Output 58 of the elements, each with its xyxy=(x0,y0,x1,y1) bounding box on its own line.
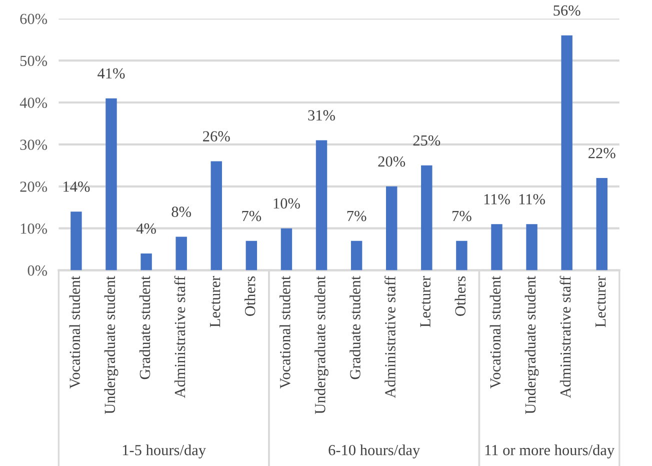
x-tick-label: Others xyxy=(244,276,256,316)
x-tick-label: Vocational student xyxy=(280,276,290,389)
x-tick-label: Undergraduate student xyxy=(524,276,539,414)
bar xyxy=(106,98,117,270)
bar xyxy=(350,240,362,270)
x-tick-label: Graduate student xyxy=(350,276,360,380)
bar xyxy=(210,161,222,270)
data-label: 11% xyxy=(519,194,545,204)
y-tick-label: 30% xyxy=(20,140,48,150)
y-tick-label: 10% xyxy=(20,223,48,234)
y-tick-label: 60% xyxy=(20,14,48,24)
bar xyxy=(280,228,292,270)
x-tick-label: Lecturer xyxy=(420,276,430,328)
data-label: 10% xyxy=(274,198,300,209)
data-label: 22% xyxy=(588,148,616,158)
bar xyxy=(561,35,572,270)
x-tick-label: Administrative staff xyxy=(560,276,571,398)
y-tick-label: 50% xyxy=(20,56,48,66)
x-tick-label: Undergraduate student xyxy=(314,276,328,414)
data-label: 7% xyxy=(347,210,366,222)
x-tick-label: Others xyxy=(454,276,466,316)
bar xyxy=(386,186,398,270)
bar xyxy=(70,212,82,270)
data-label: 25% xyxy=(413,135,440,146)
bar xyxy=(246,240,258,270)
text: 6-10 hours/day xyxy=(328,444,420,458)
data-label: 31% xyxy=(308,110,335,121)
data-label: 41% xyxy=(98,68,125,79)
data-label: 14% xyxy=(64,181,90,192)
bar xyxy=(316,140,328,270)
y-tick-label: 20% xyxy=(20,182,48,192)
data-label: 4% xyxy=(136,223,156,234)
bar xyxy=(456,240,468,270)
x-tick-label: Lecturer xyxy=(596,276,606,328)
x-tick-label: Administrative staff xyxy=(384,276,396,398)
data-label: 7% xyxy=(242,210,262,222)
data-label: 56% xyxy=(554,5,580,16)
bar xyxy=(421,165,432,270)
data-label: 11% xyxy=(484,194,510,204)
y-tick-label: 40% xyxy=(20,98,48,108)
bar xyxy=(596,178,608,270)
text: 1-5 hours/day xyxy=(122,444,206,458)
bar xyxy=(491,224,502,270)
data-label: 26% xyxy=(203,131,230,142)
bar xyxy=(176,236,187,270)
bar xyxy=(140,254,152,270)
x-tick-label: Undergraduate student xyxy=(104,276,118,414)
data-label: 7% xyxy=(452,210,472,222)
x-tick-label: Administrative staff xyxy=(174,276,186,398)
y-tick-label: 0% xyxy=(28,265,48,276)
x-tick-label: Vocational student xyxy=(69,276,80,389)
bar xyxy=(526,224,538,270)
text: 11 or more hours/day xyxy=(485,444,615,458)
x-tick-label: Lecturer xyxy=(210,276,220,328)
data-label: 20% xyxy=(378,156,406,167)
x-tick-label: Graduate student xyxy=(139,276,150,380)
x-tick-label: Vocational student xyxy=(490,276,501,389)
data-label: 8% xyxy=(172,206,191,218)
